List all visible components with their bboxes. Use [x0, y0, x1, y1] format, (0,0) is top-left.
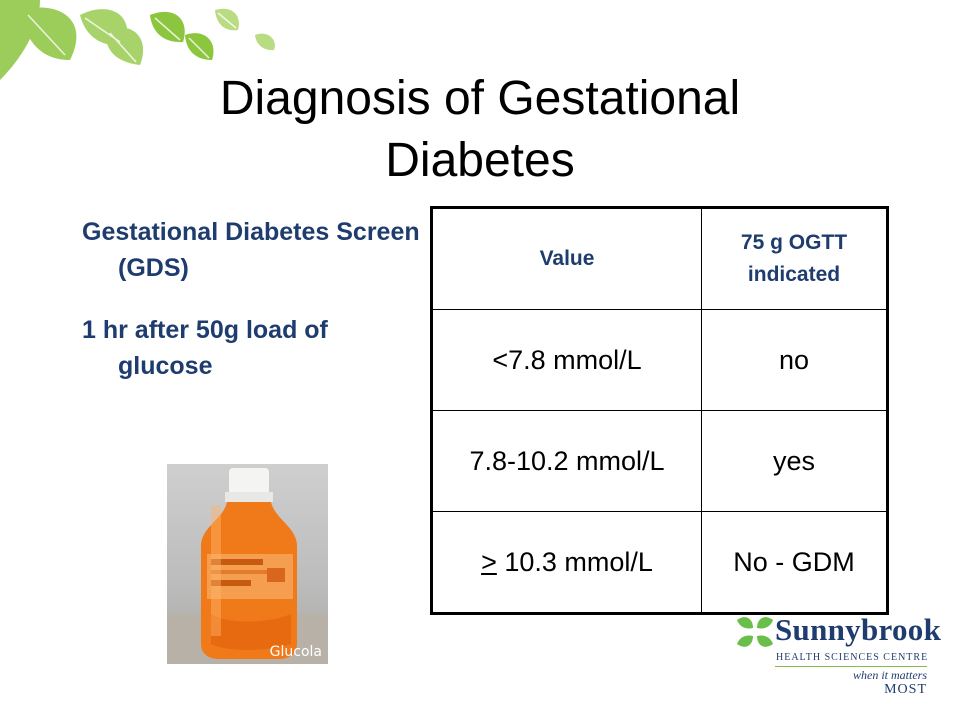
cell-ogtt: no [701, 309, 888, 411]
table-row: > 10.3 mmol/L No - GDM [431, 511, 888, 614]
decorative-leaves [0, 0, 275, 80]
sunnybrook-leaf-icon [737, 617, 773, 647]
logo-subtitle: HEALTH SCIENCES CENTRE [776, 652, 929, 663]
bottle-illustration [167, 468, 328, 664]
header-value: Value [431, 207, 702, 310]
sunnybrook-logo: Sunnybrook HEALTH SCIENCES CENTRE when i… [735, 612, 941, 702]
table-row: <7.8 mmol/L no [431, 309, 888, 411]
table-row: 7.8-10.2 mmol/L yes [431, 410, 888, 512]
slide-title: Diagnosis of Gestational Diabetes [219, 72, 741, 187]
table-header-row: Value 75 g OGTT indicated [431, 207, 888, 310]
cell-value: <7.8 mmol/L [431, 309, 702, 411]
ogtt-criteria-table: Value 75 g OGTT indicated <7.8 mmol/L no… [430, 206, 889, 615]
logo-name: Sunnybrook [775, 612, 942, 647]
photo-caption: Glucola [269, 644, 322, 660]
logo-divider [775, 666, 927, 667]
cell-value: 7.8-10.2 mmol/L [431, 410, 702, 512]
logo-tagline-most: MOST [884, 682, 927, 697]
cell-ogtt: yes [701, 410, 888, 512]
cell-value-text: 10.3 mmol/L [496, 546, 653, 577]
cell-value: > 10.3 mmol/L [431, 511, 702, 614]
glucose-load-description: 1 hr after 50g load of glucose [82, 316, 328, 380]
greater-equal-symbol: > [481, 546, 497, 577]
logo-tagline: when it matters [853, 668, 927, 682]
header-ogtt-indicated: 75 g OGTT indicated [701, 207, 888, 310]
left-text-block: Gestational Diabetes Screen (GDS) 1 hr a… [82, 214, 422, 410]
cell-ogtt: No - GDM [701, 511, 888, 614]
glucola-bottle-photo: Glucola [167, 464, 328, 664]
screen-description: Gestational Diabetes Screen (GDS) [82, 218, 420, 282]
